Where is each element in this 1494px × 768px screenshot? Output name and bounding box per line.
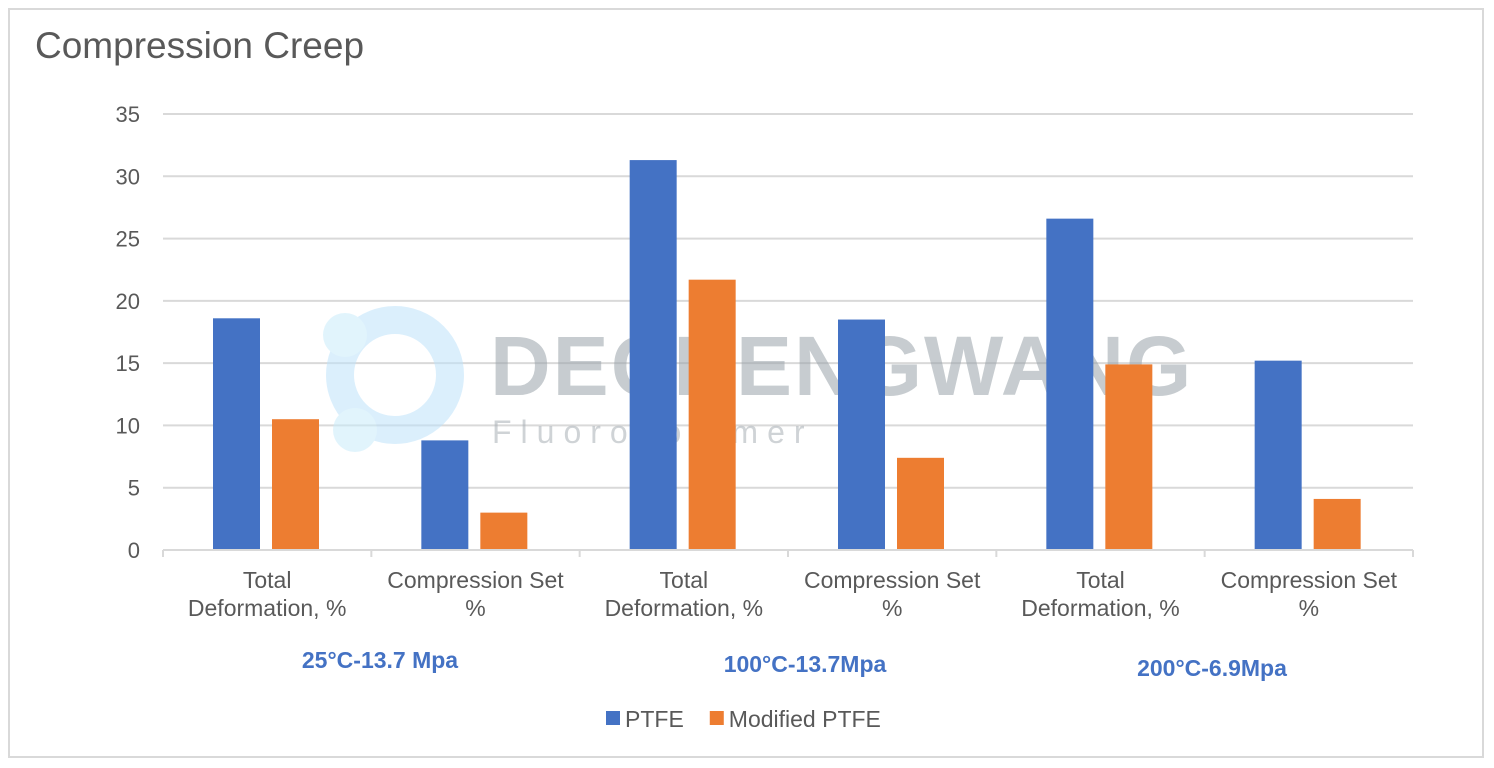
group-label: 200°C-6.9Mpa bbox=[1137, 655, 1287, 681]
chart-frame bbox=[8, 8, 1484, 758]
y-tick-label: 30 bbox=[116, 164, 140, 189]
x-tick-label: Deformation, % bbox=[1021, 595, 1180, 621]
x-tick-label: % bbox=[1299, 595, 1319, 621]
y-tick-label: 20 bbox=[116, 289, 140, 314]
bar-ptfe bbox=[838, 319, 885, 550]
bar-modified-ptfe bbox=[1105, 364, 1153, 550]
legend-label: PTFE bbox=[625, 706, 684, 732]
legend-swatch bbox=[709, 711, 724, 725]
bar-ptfe bbox=[629, 160, 677, 550]
x-tick-label: Compression Set bbox=[387, 567, 564, 593]
x-tick-label: Deformation, % bbox=[605, 595, 764, 621]
y-tick-label: 15 bbox=[116, 351, 140, 376]
bar-ptfe bbox=[421, 440, 469, 550]
x-tick-label: Total bbox=[660, 567, 709, 593]
y-tick-label: 0 bbox=[128, 538, 140, 563]
bar-modified-ptfe bbox=[480, 512, 528, 550]
x-tick-label: % bbox=[465, 595, 485, 621]
bar-modified-ptfe bbox=[897, 457, 944, 550]
gridlines: 0 5 10 15 20 25 30 35 bbox=[116, 102, 1413, 563]
group-label: 100°C-13.7Mpa bbox=[724, 651, 887, 677]
bar-ptfe bbox=[1046, 218, 1094, 550]
x-tick-label: Compression Set bbox=[804, 567, 981, 593]
x-tick-label: Total bbox=[243, 567, 292, 593]
y-tick-label: 5 bbox=[128, 476, 140, 501]
chart-title: Compression Creep bbox=[35, 25, 364, 66]
bar-modified-ptfe bbox=[1313, 498, 1361, 550]
legend-swatch bbox=[606, 711, 620, 725]
x-tick-label: Deformation, % bbox=[188, 595, 347, 621]
y-tick-label: 25 bbox=[116, 227, 140, 252]
group-label: 25°C-13.7 Mpa bbox=[302, 647, 458, 673]
y-tick-label: 10 bbox=[116, 413, 140, 438]
bar-ptfe bbox=[1254, 360, 1302, 550]
bar-ptfe bbox=[213, 318, 260, 550]
legend: PTFE Modified PTFE bbox=[606, 706, 881, 732]
legend-label: Modified PTFE bbox=[729, 706, 881, 732]
y-tick-label: 35 bbox=[116, 102, 140, 127]
x-tick-label: Compression Set bbox=[1221, 567, 1398, 593]
bar-modified-ptfe bbox=[688, 279, 736, 550]
x-tick-label: Total bbox=[1076, 567, 1125, 593]
bar-modified-ptfe bbox=[272, 419, 319, 550]
x-tick-label: % bbox=[882, 595, 902, 621]
